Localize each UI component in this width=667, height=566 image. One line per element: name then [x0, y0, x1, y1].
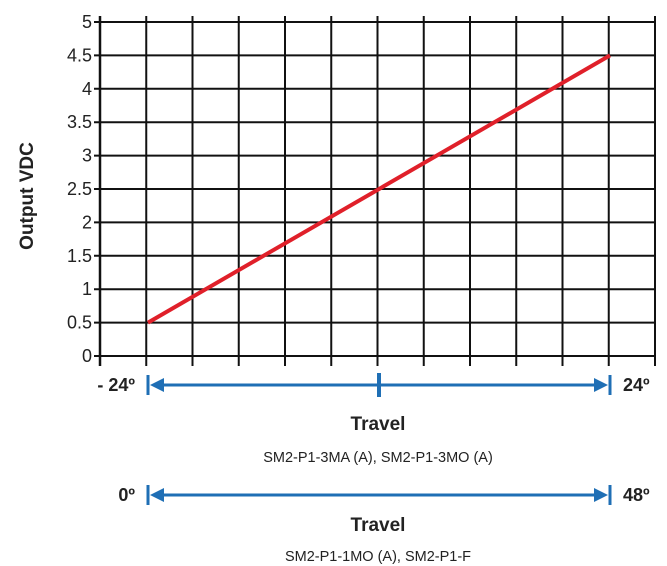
y-tick-label: 5 — [82, 12, 92, 32]
y-tick-label: 1 — [82, 279, 92, 299]
travel-start-label: - 24º — [97, 375, 135, 395]
travel-end-label: 24º — [623, 375, 650, 395]
travel-scale-2: 0º 48º Travel SM2-P1-1MO (A), SM2-P1-F — [118, 485, 650, 565]
travel-title: Travel — [351, 414, 406, 435]
travel-arrow-right-head — [594, 488, 608, 502]
y-axis-label: Output VDC — [17, 142, 38, 250]
chart-grid — [94, 16, 656, 366]
y-tick-label: 1.5 — [67, 246, 92, 266]
travel-arrow-left-head — [150, 378, 164, 392]
series-line-output — [146, 53, 612, 325]
y-tick-label: 4 — [82, 79, 92, 99]
y-tick-label: 2 — [82, 212, 92, 232]
travel-models-label: SM2-P1-3MA (A), SM2-P1-3MO (A) — [263, 450, 493, 466]
travel-arrow-left-head — [150, 488, 164, 502]
travel-arrow-right-head — [594, 378, 608, 392]
y-tick-label: 4.5 — [67, 45, 92, 65]
y-tick-label: 3.5 — [67, 112, 92, 132]
y-tick-labels: 0 0.5 1 1.5 2 2.5 3 3.5 4 4.5 5 — [67, 12, 92, 366]
y-tick-label: 3 — [82, 146, 92, 166]
travel-start-label: 0º — [118, 485, 135, 505]
travel-end-label: 48º — [623, 485, 650, 505]
y-tick-label: 2.5 — [67, 179, 92, 199]
travel-scale-1: - 24º 24º Travel SM2-P1-3MA (A), SM2-P1-… — [97, 373, 650, 466]
travel-models-label: SM2-P1-1MO (A), SM2-P1-F — [285, 549, 471, 565]
travel-title: Travel — [351, 515, 406, 536]
y-tick-label: 0 — [82, 346, 92, 366]
y-tick-label: 0.5 — [67, 313, 92, 333]
